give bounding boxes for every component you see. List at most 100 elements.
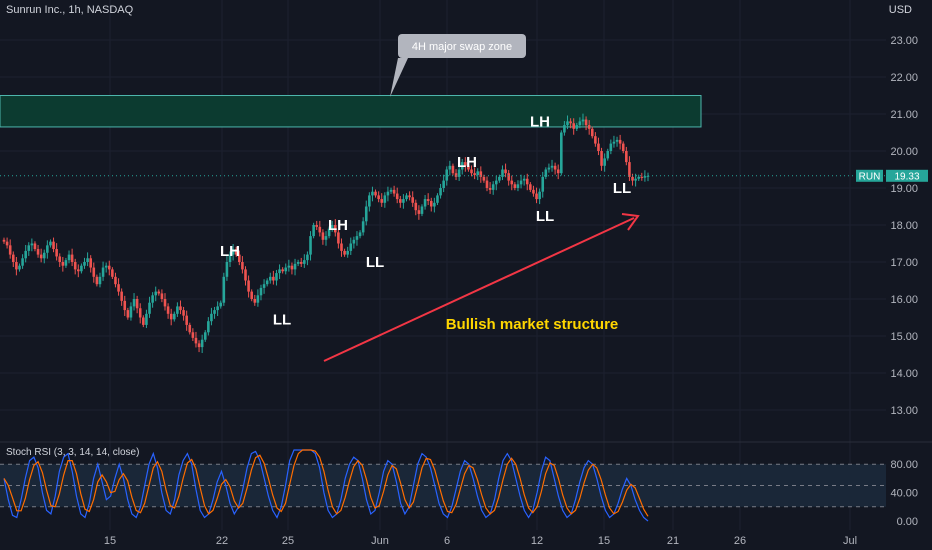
annotations: Bullish market structure [323,213,640,362]
candle-body [494,180,498,185]
time-tick-label: 15 [598,535,610,547]
time-tick-label: 25 [282,535,294,547]
candle-body [163,299,167,307]
candle-body [448,165,452,170]
rsi-tick-label: 80.00 [890,459,918,471]
time-axis[interactable]: 15 22 25 Jun 6 12 15 21 26 Jul [104,535,857,547]
candle-body [560,132,563,174]
candle-body [107,265,111,270]
candle-body [176,306,179,314]
candle-body [166,306,170,314]
candle-body [340,243,343,251]
candle-body [194,337,198,344]
candle-body [482,176,486,181]
candle-body [138,308,142,318]
candle-body [420,206,424,214]
candle-body [333,225,337,233]
candle-body [550,165,554,168]
candle-body [606,151,610,159]
candle-body [429,200,433,207]
candle-body [392,189,396,194]
price-tick-label: 22.00 [890,72,918,84]
candle-body [371,191,374,196]
candle-body [467,165,470,170]
candle-body [309,236,312,255]
candle-body [563,125,566,133]
price-tick-label: 17.00 [890,257,918,269]
stoch-rsi-title[interactable]: Stoch RSI (3, 3, 14, 14, close) [6,447,140,458]
time-tick-label: 21 [667,535,679,547]
candle-body [290,265,294,270]
candle-body [522,178,526,181]
candle-body [516,184,520,188]
candle-body [519,180,523,185]
candle-body [358,232,362,237]
candle-body [330,225,334,229]
candle-body [553,165,557,170]
candle-body [11,254,15,262]
stoch-d-line [3,449,649,517]
price-axis[interactable]: 23.00 22.00 21.00 20.00 19.00 18.00 17.00 16.00… [890,35,918,417]
candle-body [488,188,492,190]
candle-body [203,332,207,340]
candle-body [24,250,27,259]
swap-zone: 4H major swap zone [0,34,702,128]
candle-body [256,295,260,303]
candle-body [101,267,105,277]
candle-body [587,125,591,129]
candle-body [67,254,71,261]
candle-body [151,295,154,303]
candle-body [383,195,387,203]
candle-body [417,210,421,214]
candle-body [473,173,476,176]
candle-body [402,199,405,203]
candle-body [315,225,319,227]
candle-body [535,193,538,200]
price-tick-label: 15.00 [890,331,918,343]
candle-body [318,226,322,233]
price-tick-label: 23.00 [890,35,918,47]
price-tick-label: 13.00 [890,405,918,417]
candle-body [2,239,6,242]
candle-body [8,245,12,255]
candle-body [262,284,266,288]
structure-label-ll: LL [366,254,384,271]
candle-body [460,162,464,170]
candle-body [306,254,309,261]
chart-title[interactable]: Sunrun Inc., 1h, NASDAQ [6,4,134,16]
candle-body [126,310,130,318]
structure-labels: LH LL LH LL LH LL LH LL [220,113,631,328]
candle-body [581,119,585,122]
candle-body [643,176,647,178]
candle-body [18,265,21,270]
stoch-k-line [3,449,649,522]
candle-body [631,176,634,181]
candle-body [73,262,77,270]
candle-body [603,158,606,166]
candle-body [352,239,356,244]
bullish-structure-label: Bullish market structure [446,316,619,333]
candle-body [612,141,616,144]
candle-body [451,165,455,174]
candle-body [222,276,226,303]
candle-body [433,202,436,207]
candle-body [89,258,92,268]
candle-body [355,236,359,240]
candle-body [228,254,232,262]
candle-body [615,139,619,142]
candle-body [476,171,480,176]
candle-body [39,254,43,259]
candle-body [213,310,216,314]
candle-body [395,193,399,200]
candle-body [160,293,164,299]
candle-body [501,169,504,177]
price-tick-label: 20.00 [890,146,918,158]
callout-label: 4H major swap zone [412,41,512,53]
structure-label-lh: LH [530,113,550,130]
candle-body [265,280,269,285]
candle-body [321,232,325,240]
candle-body [234,249,238,255]
candle-body [284,267,288,272]
candle-body [169,313,173,320]
